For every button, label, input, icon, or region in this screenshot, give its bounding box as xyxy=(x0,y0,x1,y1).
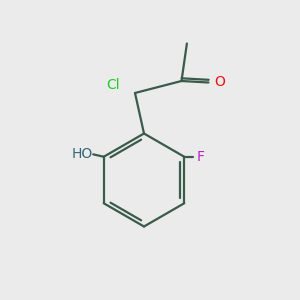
Text: O: O xyxy=(214,76,225,89)
Text: HO: HO xyxy=(71,147,93,161)
Text: Cl: Cl xyxy=(106,78,120,92)
Text: F: F xyxy=(197,150,205,164)
